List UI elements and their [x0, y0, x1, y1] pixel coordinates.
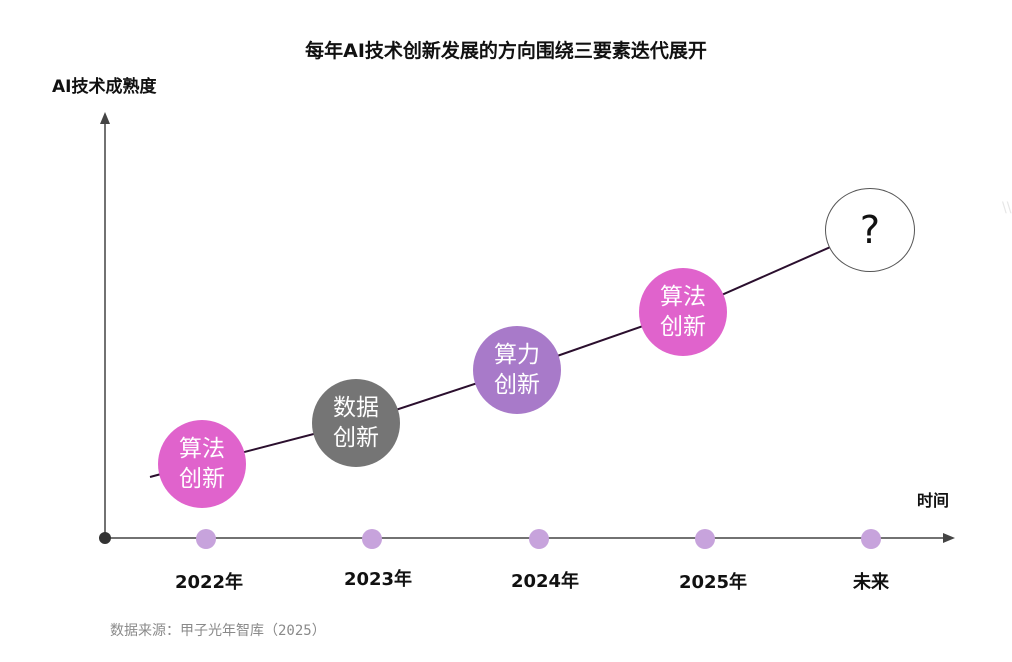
- watermark-mark: \\: [1002, 200, 1012, 216]
- tick-dot-2022: [196, 529, 216, 549]
- year-label-2024: 2024年: [510, 571, 580, 592]
- y-axis-arrow: [100, 112, 110, 124]
- stage-bubble-text: 创新: [333, 425, 379, 451]
- stage-bubble-text: 创新: [179, 466, 225, 492]
- stage-bubble-2024: 算力 创新: [473, 326, 561, 414]
- tick-dot-2025: [695, 529, 715, 549]
- stage-bubble-2022: 算法 创新: [158, 420, 246, 508]
- y-axis-label: AI技术成熟度: [52, 77, 157, 97]
- diagram-title: 每年AI技术创新发展的方向围绕三要素迭代展开: [305, 40, 707, 62]
- stage-bubble-text: 数据: [333, 395, 379, 421]
- tick-dot-future: [861, 529, 881, 549]
- origin-dot: [99, 532, 111, 544]
- stage-bubble-text: 创新: [660, 314, 706, 340]
- stage-bubble-text: 算法: [179, 436, 225, 462]
- tick-dot-2024: [529, 529, 549, 549]
- tick-dot-2023: [362, 529, 382, 549]
- stage-bubble-2023: 数据 创新: [312, 379, 400, 467]
- stage-bubble-text: 算法: [660, 284, 706, 310]
- x-axis-label: 时间: [917, 491, 950, 510]
- source-note: 数据来源：甲子光年智库（2025）: [110, 623, 326, 639]
- stage-bubble-text: 创新: [494, 372, 540, 398]
- year-label-2022: 2022年: [174, 572, 244, 593]
- stage-bubble-text: 算力: [494, 342, 540, 368]
- year-label-future: 未来: [853, 572, 889, 593]
- year-label-2025: 2025年: [678, 572, 748, 593]
- x-axis-arrow: [943, 533, 955, 543]
- question-mark: ?: [859, 208, 881, 252]
- future-question-bubble: ?: [825, 188, 915, 272]
- year-label-2023: 2023年: [343, 569, 413, 590]
- stage-bubble-2025: 算法 创新: [639, 268, 727, 356]
